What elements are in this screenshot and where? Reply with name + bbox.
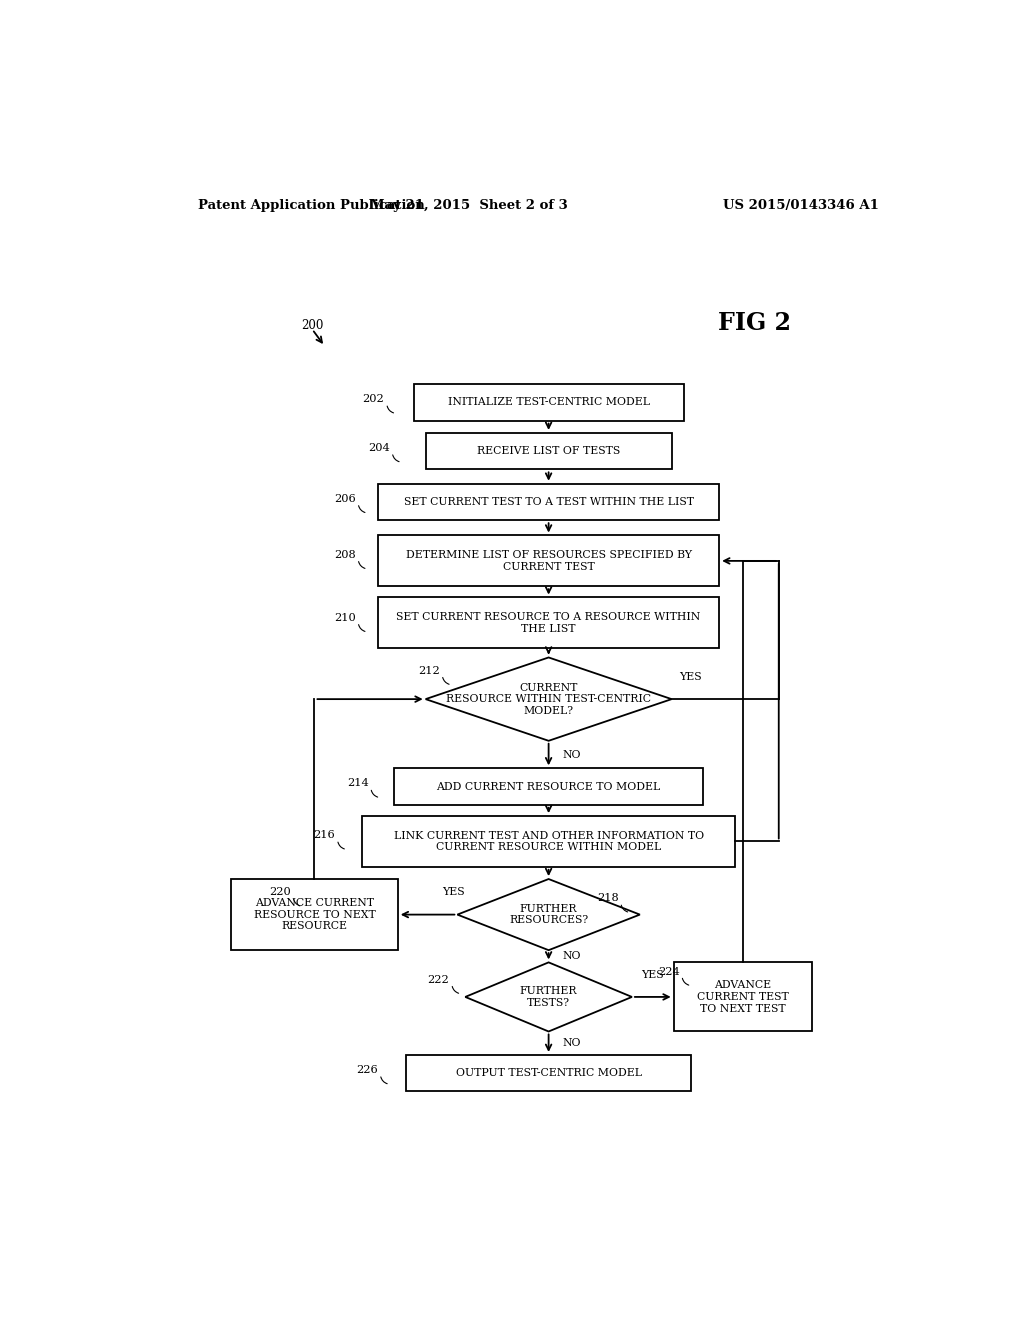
Text: May 21, 2015  Sheet 2 of 3: May 21, 2015 Sheet 2 of 3	[371, 198, 568, 211]
FancyBboxPatch shape	[406, 1055, 691, 1092]
Text: OUTPUT TEST-CENTRIC MODEL: OUTPUT TEST-CENTRIC MODEL	[456, 1068, 642, 1078]
FancyBboxPatch shape	[362, 816, 735, 867]
Text: 214: 214	[347, 779, 369, 788]
Text: 208: 208	[334, 550, 355, 560]
FancyBboxPatch shape	[378, 483, 719, 520]
Text: 226: 226	[356, 1065, 378, 1074]
Text: FURTHER
RESOURCES?: FURTHER RESOURCES?	[509, 904, 588, 925]
Polygon shape	[458, 879, 640, 950]
Text: ADD CURRENT RESOURCE TO MODEL: ADD CURRENT RESOURCE TO MODEL	[436, 781, 660, 792]
Text: 204: 204	[369, 444, 390, 453]
Text: RECEIVE LIST OF TESTS: RECEIVE LIST OF TESTS	[477, 446, 621, 457]
Text: US 2015/0143346 A1: US 2015/0143346 A1	[723, 198, 879, 211]
Text: YES: YES	[442, 887, 465, 898]
Text: SET CURRENT RESOURCE TO A RESOURCE WITHIN
THE LIST: SET CURRENT RESOURCE TO A RESOURCE WITHI…	[396, 612, 700, 634]
Text: YES: YES	[641, 970, 665, 979]
Text: 222: 222	[428, 974, 450, 985]
Text: DETERMINE LIST OF RESOURCES SPECIFIED BY
CURRENT TEST: DETERMINE LIST OF RESOURCES SPECIFIED BY…	[406, 550, 691, 572]
Text: 224: 224	[657, 966, 680, 977]
Text: SET CURRENT TEST TO A TEST WITHIN THE LIST: SET CURRENT TEST TO A TEST WITHIN THE LI…	[403, 496, 693, 507]
Text: NO: NO	[563, 952, 582, 961]
Text: FIG 2: FIG 2	[719, 312, 792, 335]
Polygon shape	[426, 657, 672, 741]
FancyBboxPatch shape	[414, 384, 684, 421]
Text: 210: 210	[334, 612, 355, 623]
Text: 218: 218	[597, 894, 618, 903]
Text: 220: 220	[269, 887, 291, 898]
Text: INITIALIZE TEST-CENTRIC MODEL: INITIALIZE TEST-CENTRIC MODEL	[447, 397, 649, 408]
Text: 202: 202	[362, 395, 384, 404]
FancyBboxPatch shape	[674, 962, 812, 1031]
FancyBboxPatch shape	[378, 536, 719, 586]
Text: NO: NO	[563, 750, 582, 759]
Text: FURTHER
TESTS?: FURTHER TESTS?	[520, 986, 578, 1007]
Text: NO: NO	[563, 1038, 582, 1048]
Text: 206: 206	[334, 494, 355, 504]
FancyBboxPatch shape	[378, 598, 719, 648]
Polygon shape	[465, 962, 632, 1031]
Text: 216: 216	[313, 830, 335, 841]
FancyBboxPatch shape	[426, 433, 672, 470]
Text: ADVANCE CURRENT
RESOURCE TO NEXT
RESOURCE: ADVANCE CURRENT RESOURCE TO NEXT RESOURC…	[254, 898, 376, 931]
Text: 200: 200	[301, 318, 324, 331]
Text: 212: 212	[418, 665, 440, 676]
FancyBboxPatch shape	[231, 879, 397, 950]
Text: Patent Application Publication: Patent Application Publication	[198, 198, 425, 211]
Text: ADVANCE
CURRENT TEST
TO NEXT TEST: ADVANCE CURRENT TEST TO NEXT TEST	[697, 981, 788, 1014]
Text: LINK CURRENT TEST AND OTHER INFORMATION TO
CURRENT RESOURCE WITHIN MODEL: LINK CURRENT TEST AND OTHER INFORMATION …	[393, 830, 703, 853]
FancyBboxPatch shape	[394, 768, 703, 805]
Text: YES: YES	[680, 672, 702, 681]
Text: CURRENT
RESOURCE WITHIN TEST-CENTRIC
MODEL?: CURRENT RESOURCE WITHIN TEST-CENTRIC MOD…	[446, 682, 651, 715]
